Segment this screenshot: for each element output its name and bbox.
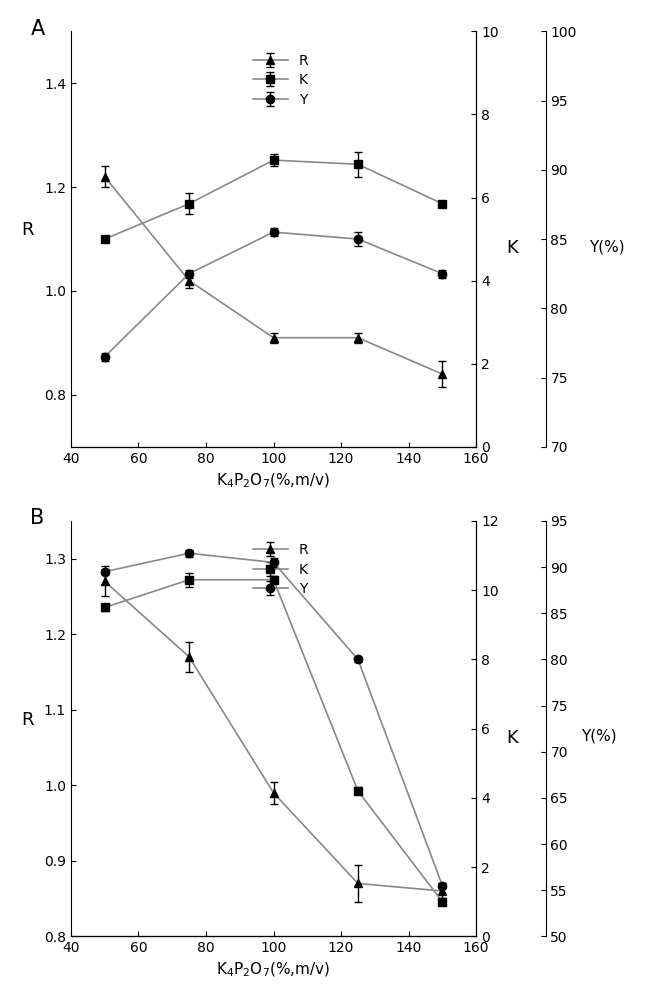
Legend: R, K, Y: R, K, Y [246,536,315,603]
Text: A: A [30,19,45,39]
Legend: R, K, Y: R, K, Y [246,47,315,114]
X-axis label: K$_4$P$_2$O$_7$(%,m/v): K$_4$P$_2$O$_7$(%,m/v) [216,471,331,490]
X-axis label: K$_4$P$_2$O$_7$(%,m/v): K$_4$P$_2$O$_7$(%,m/v) [216,961,331,979]
Y-axis label: Y(%): Y(%) [581,729,616,744]
Y-axis label: K: K [506,239,518,257]
Text: B: B [30,508,45,528]
Y-axis label: R: R [21,221,34,239]
Y-axis label: K: K [506,729,518,747]
Y-axis label: Y(%): Y(%) [590,239,625,254]
Y-axis label: R: R [21,711,34,729]
